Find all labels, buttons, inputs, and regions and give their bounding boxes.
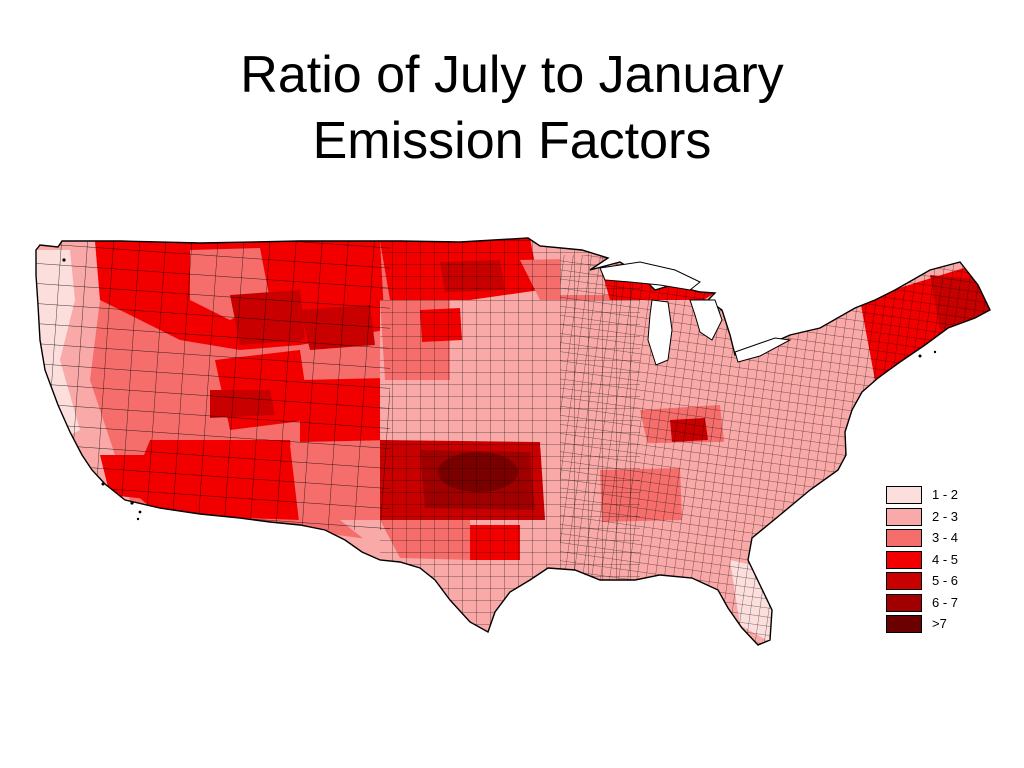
legend-label: >7	[932, 616, 947, 631]
legend-label: 6 - 7	[932, 594, 959, 610]
legend-item: 3 - 4	[886, 528, 986, 550]
legend-swatch	[886, 593, 922, 612]
lake-michigan	[647, 299, 673, 366]
map-regions	[36, 238, 990, 645]
legend-item: 6 - 7	[886, 593, 986, 615]
legend-item: 4 - 5	[886, 550, 986, 572]
legend-swatch	[886, 529, 922, 547]
legend-swatch	[886, 572, 922, 590]
legend: 1 - 2 2 - 3 3 - 4 4 - 5 5 - 6 6 - 7 >7	[886, 485, 986, 636]
legend-swatch	[886, 615, 922, 633]
title-line-1: Ratio of July to January	[240, 46, 784, 104]
coastal-islands	[62, 258, 937, 521]
lake-superior	[599, 261, 701, 291]
slide-title: Ratio of July to January Emission Factor…	[0, 42, 1024, 174]
lake-erie	[734, 337, 792, 363]
legend-item: 2 - 3	[886, 507, 986, 529]
legend-label: 3 - 4	[932, 530, 959, 545]
legend-swatch	[886, 550, 922, 569]
title-line-2: Emission Factors	[312, 112, 712, 170]
legend-label: 2 - 3	[932, 508, 959, 524]
legend-label: 1 - 2	[932, 487, 959, 502]
legend-item: 1 - 2	[886, 485, 986, 507]
legend-label: 4 - 5	[932, 551, 959, 567]
legend-swatch	[886, 507, 922, 526]
lake-huron	[689, 299, 723, 341]
legend-swatch	[886, 486, 922, 504]
legend-item: 5 - 6	[886, 571, 986, 593]
legend-label: 5 - 6	[932, 573, 959, 588]
legend-item: >7	[886, 614, 986, 636]
